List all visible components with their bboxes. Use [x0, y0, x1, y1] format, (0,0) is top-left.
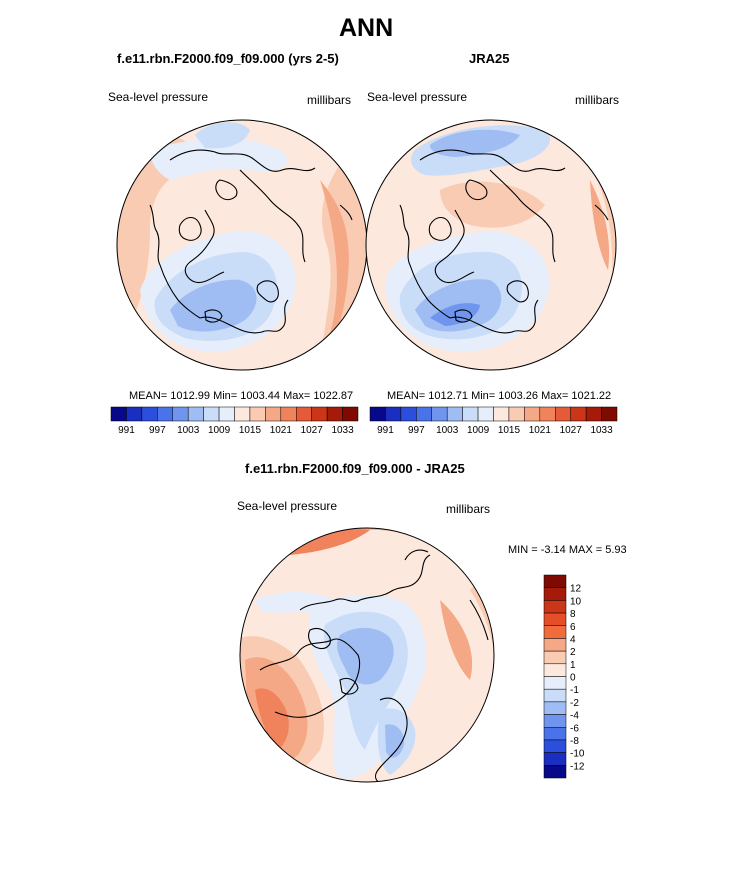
panel2-colorbar-swatch-3	[416, 406, 432, 422]
panel1-colorbar-swatch-0	[110, 406, 127, 422]
panel3-colorbar-tick-label: -6	[570, 723, 579, 734]
panel2-colorbar-tick-label: 1027	[560, 425, 583, 436]
panel1-colorbar-swatch-1	[126, 406, 143, 422]
panel1-colorbar-swatch-10	[265, 406, 282, 422]
panel3-colorbar-tick-label: 12	[570, 584, 582, 595]
panel3-colorbar-swatch-15	[543, 765, 567, 779]
panel3-colorbar-tick-label: 4	[570, 634, 576, 645]
panel2-colorbar-swatch-13	[570, 406, 587, 422]
panel1-colorbar-tick-label: 1003	[177, 425, 200, 436]
panel3-colorbar-tick-label: -1	[570, 685, 579, 696]
panel1-stats: MEAN= 1012.99 Min= 1003.44 Max= 1022.87	[129, 390, 354, 402]
panel2-variable-label: Sea-level pressure	[367, 90, 468, 104]
panel1-map	[116, 119, 368, 371]
panel3-colorbar-tick-label: -8	[570, 736, 579, 747]
panel1-colorbar-swatch-12	[296, 406, 312, 422]
panel2-colorbar-swatch-15	[601, 406, 618, 422]
panel2-colorbar-swatch-6	[462, 406, 479, 422]
panel2-colorbar-tick-label: 1009	[467, 425, 490, 436]
panel1-colorbar-tick-label: 997	[149, 425, 166, 436]
panel2-colorbar-tick-label: 997	[408, 425, 425, 436]
panel3-colorbar-tick-label: 0	[570, 673, 576, 684]
panel1-colorbar-swatch-5	[187, 406, 204, 422]
panel2-colorbar-tick-label: 1033	[590, 425, 613, 436]
panel2-colorbar-swatch-5	[446, 406, 463, 422]
panel1-title: f.e11.rbn.F2000.f09_f09.000 (yrs 2-5)	[117, 51, 339, 66]
panel2-colorbar-tick-label: 1003	[436, 425, 459, 436]
panel1-colorbar: 991 997 1003 1009 1015 1021 1027 1033	[110, 406, 359, 436]
panel3-colorbar-tick-label: -4	[570, 711, 579, 722]
panel3-colorbar-swatch-7	[543, 663, 567, 677]
panel3-variable-label: Sea-level pressure	[237, 499, 338, 513]
panel3-colorbar-tick-label: -10	[570, 749, 585, 760]
panel2-colorbar-swatch-8	[493, 406, 510, 422]
panel3-title: f.e11.rbn.F2000.f09_f09.000 - JRA25	[245, 461, 465, 476]
panel3-colorbar-tick-label: 1	[570, 660, 576, 671]
panel3-colorbar-swatch-14	[543, 752, 567, 766]
panel2-colorbar-swatch-12	[555, 406, 571, 422]
panel2-colorbar-swatch-2	[400, 406, 417, 422]
panel3-colorbar-swatch-8	[543, 676, 567, 690]
panel3-colorbar-swatch-1	[543, 587, 567, 601]
panel2-colorbar-swatch-9	[508, 406, 525, 422]
panel3-colorbar-swatch-9	[543, 688, 567, 703]
panel2-map	[365, 119, 617, 371]
panel3-colorbar-tick-label: 6	[570, 622, 576, 633]
panel1-colorbar-tick-label: 1027	[301, 425, 324, 436]
panel3-colorbar-swatch-5	[543, 638, 567, 652]
panel3-colorbar-swatch-3	[543, 612, 567, 626]
panel3-colorbar-tick-label: 2	[570, 647, 576, 658]
panel3-stats: MIN = -3.14 MAX = 5.93	[508, 544, 627, 556]
panel3-colorbar-tick-label: 8	[570, 609, 576, 620]
panel1-colorbar-swatch-13	[311, 406, 328, 422]
panel1-colorbar-tick-label: 1021	[270, 425, 293, 436]
panel1-colorbar-tick-label: 1015	[239, 425, 262, 436]
panel2-colorbar-swatch-0	[369, 406, 386, 422]
panel2-units-label: millibars	[575, 93, 620, 107]
panel2-colorbar: 991 997 1003 1009 1015 1021 1027 1033	[369, 406, 618, 436]
panel1-colorbar-tick-label: 1033	[331, 425, 354, 436]
panel3-colorbar-swatch-2	[543, 600, 567, 614]
panel2-colorbar-swatch-7	[477, 406, 494, 422]
panel1-colorbar-swatch-2	[141, 406, 158, 422]
panel3-map	[239, 527, 495, 783]
panel2-stats: MEAN= 1012.71 Min= 1003.26 Max= 1021.22	[387, 390, 612, 402]
panel3-colorbar-swatch-11	[543, 714, 567, 728]
panel2-colorbar-swatch-10	[524, 406, 541, 422]
panel1-colorbar-swatch-11	[280, 406, 297, 422]
panel1-colorbar-swatch-9	[249, 406, 266, 422]
panel1-variable-label: Sea-level pressure	[108, 90, 209, 104]
panel3-colorbar-swatch-6	[543, 650, 567, 665]
panel2-colorbar-swatch-4	[431, 406, 448, 422]
panel3-colorbar-swatch-10	[543, 701, 567, 715]
panel3-units-label: millibars	[446, 502, 491, 516]
panel1-colorbar-swatch-4	[172, 406, 189, 422]
panel3-colorbar-tick-label: 10	[570, 596, 582, 607]
panel2-colorbar-swatch-1	[385, 406, 402, 422]
panel1-colorbar-swatch-7	[218, 406, 235, 422]
panel3-colorbar-swatch-0	[543, 574, 567, 588]
panel1-colorbar-tick-label: 1009	[208, 425, 231, 436]
panel3-colorbar-tick-label: -12	[570, 761, 585, 772]
panel1-colorbar-swatch-6	[203, 406, 220, 422]
panel3-colorbar-swatch-13	[543, 739, 567, 753]
panel1-colorbar-swatch-14	[326, 406, 343, 422]
panel2-colorbar-tick-label: 1021	[529, 425, 552, 436]
panel1-colorbar-swatch-15	[342, 406, 359, 422]
panel2-colorbar-tick-label: 991	[377, 425, 394, 436]
panel2-colorbar-swatch-11	[539, 406, 556, 422]
panel1-units-label: millibars	[307, 93, 352, 107]
panel3-colorbar-swatch-12	[543, 727, 567, 741]
panel3-colorbar-swatch-4	[543, 625, 567, 639]
figure-title: ANN	[339, 14, 394, 42]
panel2-colorbar-swatch-14	[585, 406, 602, 422]
panel3-colorbar-tick-label: -2	[570, 698, 579, 709]
panel1-colorbar-swatch-3	[157, 406, 173, 422]
panel2-colorbar-tick-label: 1015	[498, 425, 521, 436]
panel2-title: JRA25	[469, 51, 510, 66]
panel1-colorbar-tick-label: 991	[118, 425, 135, 436]
panel1-colorbar-swatch-8	[234, 406, 251, 422]
